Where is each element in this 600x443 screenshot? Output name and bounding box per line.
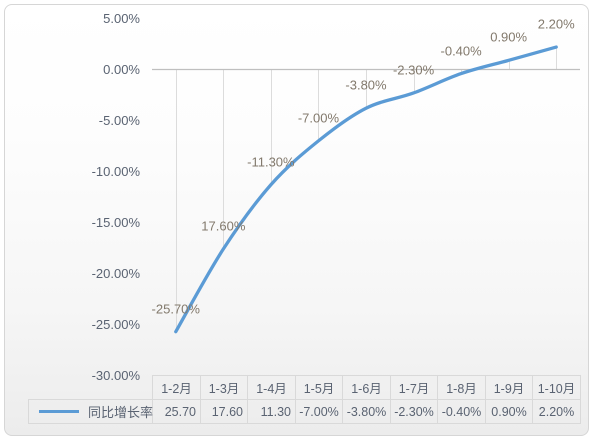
table-header-cell: 1-5月 [295, 375, 343, 400]
data-label: -0.40% [440, 43, 482, 59]
data-label: -11.30% [247, 154, 295, 170]
table-header-cell: 1-6月 [342, 375, 391, 400]
data-label: 0.90% [490, 29, 528, 45]
table-value-cell: 11.30 [247, 399, 296, 424]
table-header-cell: 1-9月 [485, 375, 533, 400]
table-value-cell: -0.40% [437, 399, 486, 424]
table-value-cell: 2.20% [532, 399, 581, 424]
y-axis-tick: 0.00% [103, 61, 140, 77]
table-header-cell: 1-10月 [532, 375, 581, 400]
table-value-cell: 17.60 [200, 399, 248, 424]
table-value-cell: 0.90% [485, 399, 533, 424]
data-label: 2.20% [537, 16, 575, 32]
y-axis-tick: -30.00% [91, 367, 140, 383]
y-axis-tick: -20.00% [91, 265, 140, 281]
legend-line-swatch [39, 410, 79, 413]
data-label: 17.60% [201, 218, 246, 234]
legend-key: 同比增长率 [28, 399, 153, 424]
y-axis-tick: 5.00% [103, 10, 140, 26]
table-value-cell: -7.00% [295, 399, 343, 424]
y-axis-tick: -25.00% [91, 316, 140, 332]
chart-frame [4, 4, 589, 436]
table-value-cell: -3.80% [342, 399, 391, 424]
series-line [174, 45, 558, 334]
table-value-cell: 25.70 [152, 399, 201, 424]
table-header-cell: 1-8月 [437, 375, 486, 400]
y-axis-tick: -15.00% [91, 214, 140, 230]
data-label: -3.80% [345, 77, 387, 93]
table-header-cell: 1-3月 [200, 375, 248, 400]
data-label: -25.70% [151, 301, 200, 317]
table-header-cell: 1-7月 [390, 375, 438, 400]
data-label: -2.30% [392, 62, 435, 78]
y-axis-tick: -5.00% [98, 112, 140, 128]
table-header-cell: 1-4月 [247, 375, 296, 400]
data-label: -7.00% [297, 110, 340, 126]
table-value-cell: -2.30% [390, 399, 438, 424]
table-header-cell: 1-2月 [152, 375, 201, 400]
legend-series-label: 同比增长率 [88, 405, 154, 420]
y-axis-tick: -10.00% [91, 163, 140, 179]
